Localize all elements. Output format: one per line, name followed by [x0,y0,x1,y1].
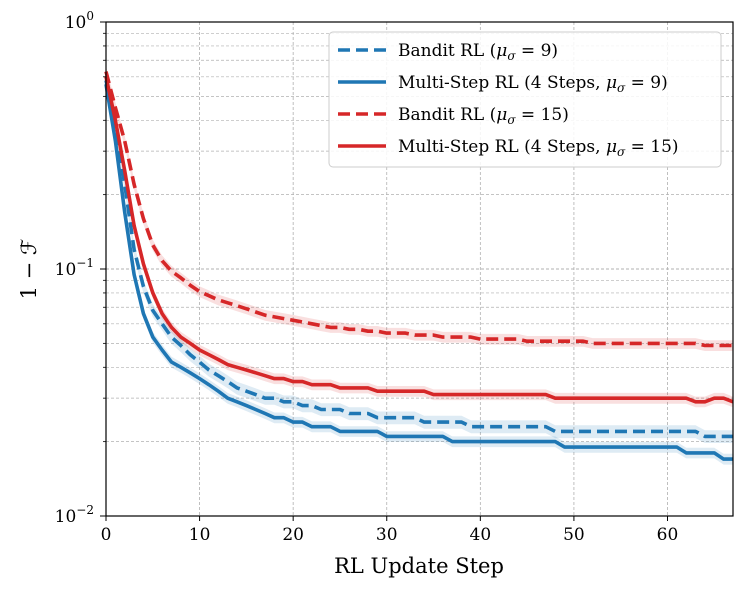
series-line-1 [104,83,733,461]
x-tick-label: 30 [376,525,398,545]
series-lines [104,71,734,461]
x-axis-ticks: 0 10 20 30 40 50 60 [101,516,679,545]
y-tick-label: 100 [65,9,94,33]
legend-entry: Multi-Step RL (4 Steps, μσ = 15) [398,137,679,159]
x-tick-label: 20 [282,525,304,545]
x-tick-label: 50 [563,525,585,545]
series-line-3 [104,76,734,404]
y-tick-label: 10−2 [55,503,94,527]
x-tick-label: 40 [470,525,492,545]
x-tick-label: 0 [101,525,112,545]
legend-entry: Multi-Step RL (4 Steps, μσ = 9) [398,73,668,95]
legend: Bandit RL (μσ = 9) Multi-Step RL (4 Steps… [328,31,722,168]
legend-box [328,31,722,168]
y-tick-label: 10−1 [55,256,94,280]
x-tick-label: 60 [657,525,679,545]
y-axis-label: 1 − ℱ [17,239,41,300]
x-axis-label: RL Update Step [334,554,504,578]
y-axis-ticks: 10−2 10−1 100 [55,9,106,527]
legend-entry: Bandit RL (μσ = 9) [398,41,558,63]
legend-entry: Bandit RL (μσ = 15) [398,105,569,127]
series-line-2 [104,71,733,348]
x-tick-label: 10 [189,525,211,545]
